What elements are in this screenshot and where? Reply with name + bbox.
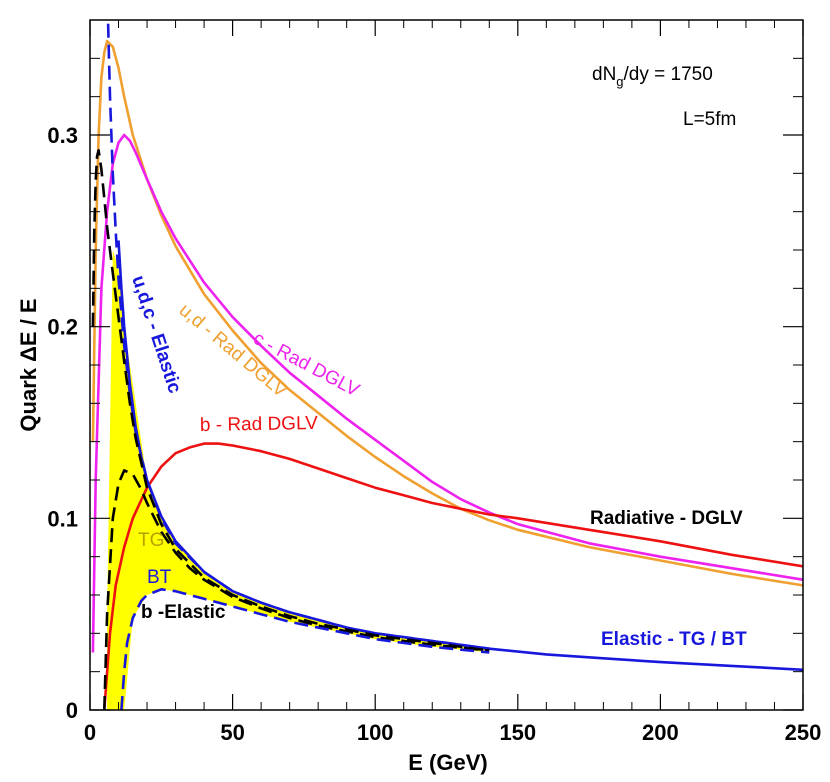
x-tick-label: 200 [642, 720, 679, 745]
annotation-dndy-rest: /dy = 1750 [624, 64, 713, 85]
x-axis-title: E (GeV) [408, 750, 487, 775]
series-u-d-c-elastic-black-dashed [91, 149, 490, 652]
annotation-bt: BT [147, 567, 172, 588]
x-tick-label: 0 [84, 720, 96, 745]
y-axis-title: Quark ΔE / E [16, 298, 41, 431]
y-tick-label: 0 [66, 698, 78, 723]
annotation-tg: TG [138, 530, 164, 551]
series-u-d-rad-dglv [91, 39, 803, 587]
band-tg-bt-band [107, 250, 490, 710]
series-c-rad-dglv [91, 133, 803, 653]
series-b-elastic-bt [120, 588, 490, 710]
annotation-dndy: dNg/dy = 1750 [592, 64, 713, 89]
x-tick-label: 150 [499, 720, 536, 745]
annotation-dndy-sub: g [616, 74, 623, 89]
annotation-radiative: Radiative - DGLV [590, 508, 743, 529]
x-tick-label: 100 [357, 720, 394, 745]
annotation-b-elastic: b -Elastic [141, 602, 226, 623]
band-layer [107, 250, 490, 710]
y-tick-label: 0.3 [47, 123, 78, 148]
y-tick-label: 0.1 [47, 506, 78, 531]
series-u-d-c-elastic-bt [106, 20, 490, 650]
series-b-elastic-tg [103, 469, 490, 710]
tick-layer: 0 50 100 150 200 250 0 0.1 0.2 0.3 [47, 19, 822, 745]
y-tick-label: 0.2 [47, 315, 78, 340]
series-b-rad-dglv [103, 442, 803, 710]
x-tick-label: 250 [785, 720, 822, 745]
annotation-dndy-main: dN [592, 64, 616, 85]
annotation-length: L=5fm [683, 109, 736, 130]
annotation-b-rad: b - Rad DGLV [200, 413, 319, 436]
series-layer [91, 20, 803, 710]
x-tick-label: 50 [220, 720, 244, 745]
annotation-elastic: Elastic - TG / BT [601, 629, 747, 650]
